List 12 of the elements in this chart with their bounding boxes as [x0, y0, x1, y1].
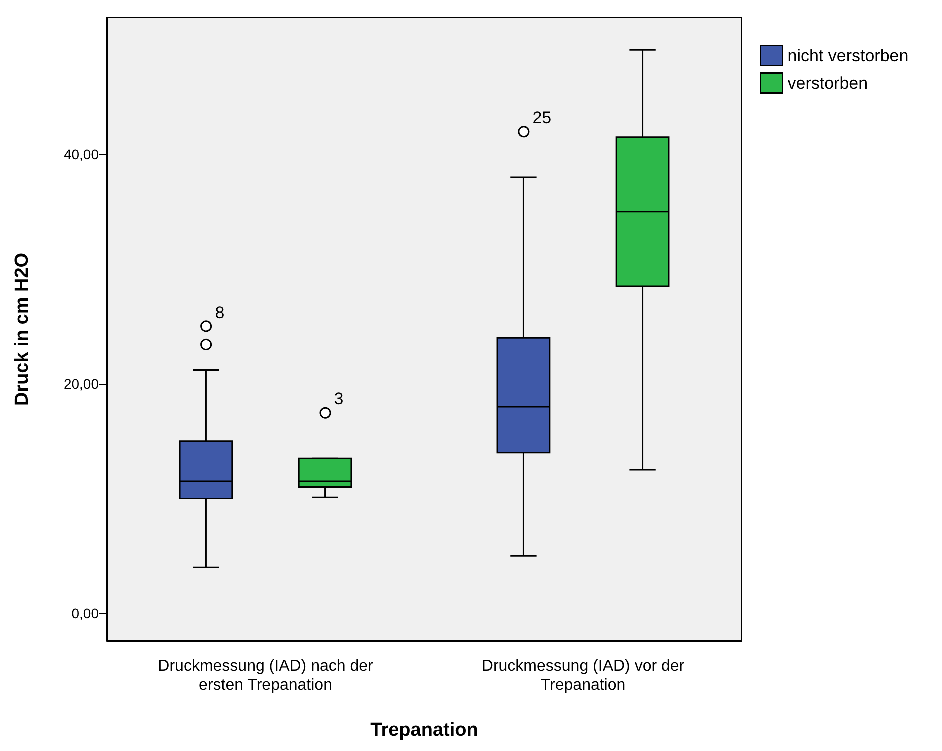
legend-label: verstorben	[788, 74, 868, 93]
x-tick-label: Druckmessung (IAD) nach der ersten Trepanation	[158, 658, 374, 694]
annotation: 8	[215, 303, 225, 322]
x-axis-title: Trepanation	[370, 720, 478, 741]
y-tick-label: 20,00	[64, 376, 100, 392]
y-tick-label: 40,00	[64, 146, 100, 163]
x-tick-label: Druckmessung (IAD) vor der Trepanation	[482, 658, 686, 694]
legend-label: nicht verstorben	[788, 46, 909, 66]
y-axis-title: Druck in cm H2O	[12, 252, 33, 406]
y-tick-label: 0,00	[72, 605, 100, 622]
annotation: 3	[334, 390, 344, 409]
annotation: 25	[532, 108, 552, 128]
